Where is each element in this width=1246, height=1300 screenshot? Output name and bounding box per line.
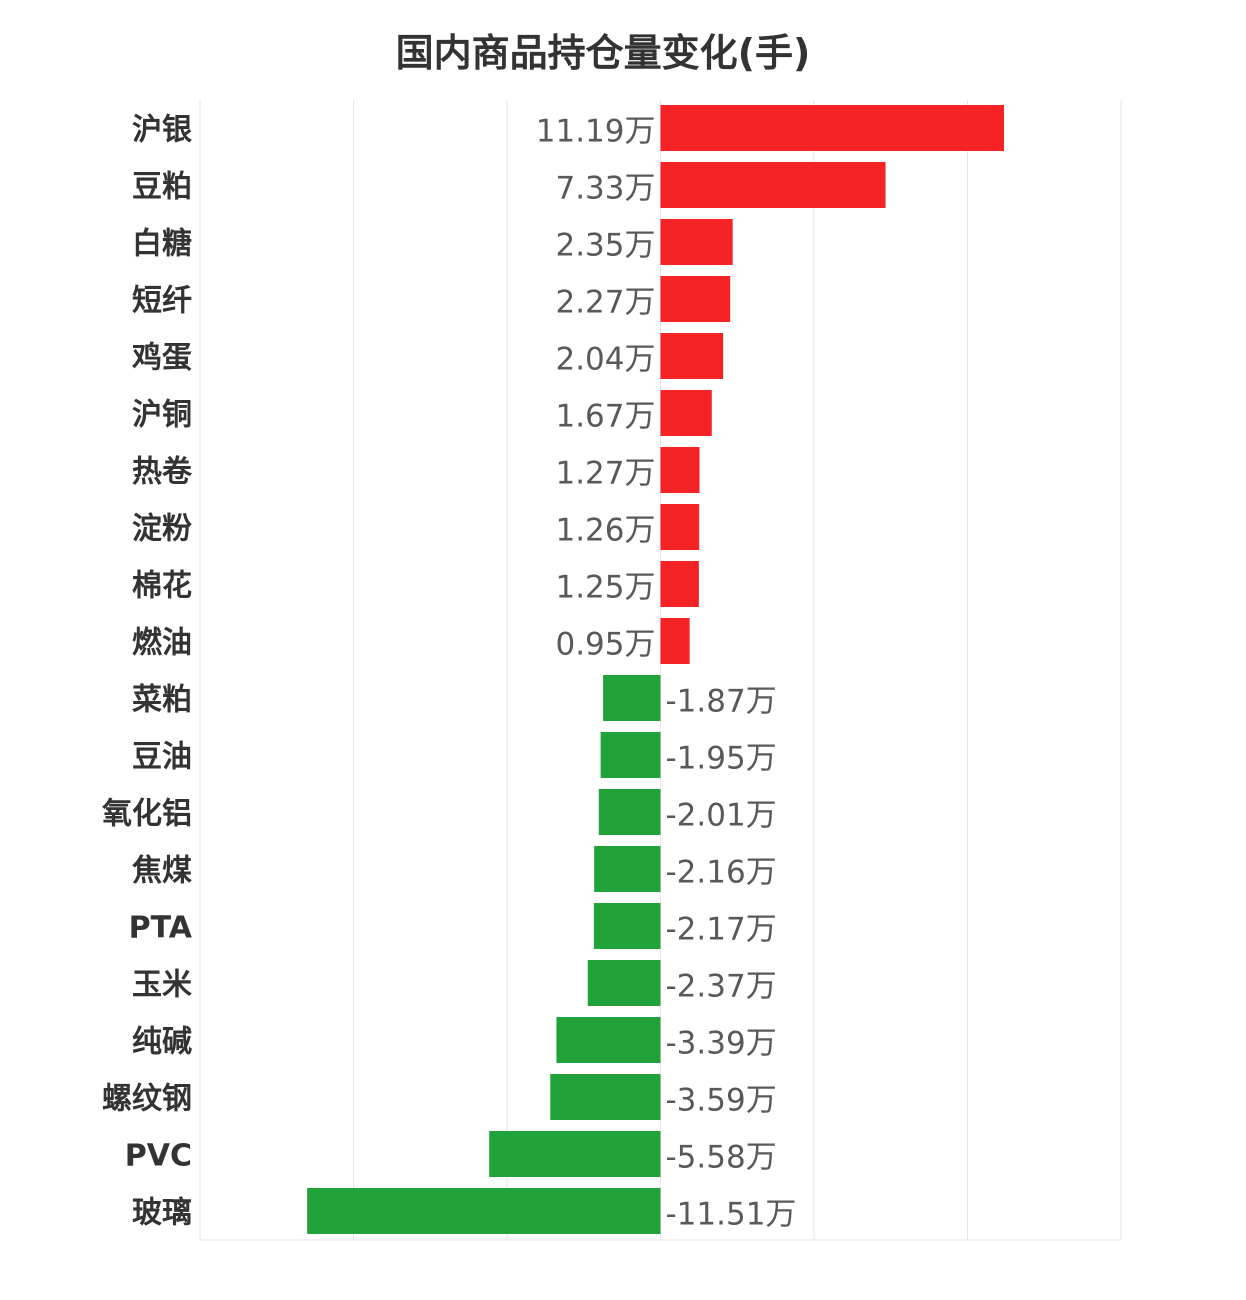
data-label: 0.95万 <box>555 627 655 663</box>
data-label: -1.87万 <box>666 684 777 720</box>
data-label: -2.17万 <box>666 912 777 948</box>
data-label: 1.26万 <box>555 513 655 549</box>
data-label: -3.59万 <box>666 1083 777 1119</box>
data-label: 2.04万 <box>555 342 655 378</box>
bar <box>660 219 733 265</box>
data-label: -2.01万 <box>666 798 777 834</box>
category-label: 沪银 <box>132 113 192 148</box>
bar <box>660 162 886 208</box>
bar <box>660 276 731 322</box>
bar <box>660 105 1005 151</box>
bar <box>489 1131 661 1177</box>
data-label: -2.37万 <box>666 969 777 1005</box>
data-label: 2.35万 <box>555 228 655 264</box>
category-label: 玉米 <box>132 968 192 1003</box>
bar <box>660 561 699 607</box>
data-label: -11.51万 <box>666 1197 797 1233</box>
bar <box>594 846 661 892</box>
category-label: 燃油 <box>132 626 192 661</box>
category-label: PVC <box>125 1139 192 1174</box>
category-label: 菜粕 <box>132 683 192 718</box>
data-label: 1.27万 <box>555 456 655 492</box>
bar <box>307 1188 661 1234</box>
bar <box>593 903 661 949</box>
data-label: -1.95万 <box>666 741 777 777</box>
data-label: -2.16万 <box>666 855 777 891</box>
category-label: 豆粕 <box>132 170 192 205</box>
data-label: 11.19万 <box>536 114 656 150</box>
category-label: PTA <box>129 911 193 946</box>
category-label: 纯碱 <box>132 1025 192 1060</box>
bar <box>660 390 712 436</box>
bar <box>598 789 661 835</box>
data-label: 2.27万 <box>555 285 655 321</box>
bar <box>603 675 661 721</box>
category-label: 螺纹钢 <box>102 1082 192 1117</box>
data-label: -5.58万 <box>666 1140 777 1176</box>
category-label: 白糖 <box>132 227 192 262</box>
bar <box>587 960 661 1006</box>
bar <box>660 618 690 664</box>
data-label: -3.39万 <box>666 1026 777 1062</box>
bar <box>660 447 700 493</box>
bar <box>550 1074 661 1120</box>
category-label: 沪铜 <box>132 398 192 433</box>
category-label: 豆油 <box>132 740 192 775</box>
data-label: 1.25万 <box>555 570 655 606</box>
category-label: 短纤 <box>132 284 192 319</box>
category-label: 玻璃 <box>132 1196 192 1231</box>
bar <box>600 732 661 778</box>
data-label: 7.33万 <box>555 171 655 207</box>
category-label: 鸡蛋 <box>132 341 192 376</box>
category-label: 淀粉 <box>132 512 192 547</box>
chart-title: 国内商品持仓量变化(手) <box>395 31 811 75</box>
category-label: 氧化铝 <box>102 797 192 832</box>
category-label: 热卷 <box>132 455 193 490</box>
bar <box>660 504 700 550</box>
bar <box>556 1017 661 1063</box>
bar <box>660 333 724 379</box>
category-label: 焦煤 <box>132 854 192 889</box>
data-label: 1.67万 <box>555 399 655 435</box>
category-label: 棉花 <box>132 569 192 604</box>
